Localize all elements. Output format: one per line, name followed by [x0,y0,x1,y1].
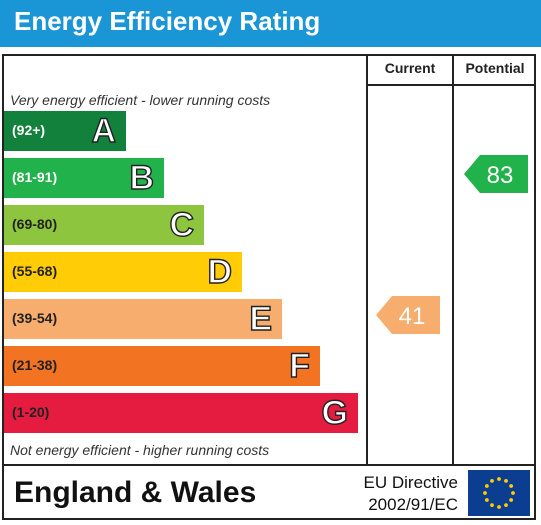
band-range-label: (69-80) [12,216,58,232]
eu-directive-text: EU Directive 2002/91/EC [346,472,458,516]
band-range-label: (39-54) [12,310,58,326]
band-a: (92+) A [4,111,126,151]
top-note: Very energy efficient - lower running co… [10,92,271,108]
current-rating-arrow-value: 41 [399,303,426,330]
eu-star-icon [483,491,487,495]
potential-column-header: Potential [465,60,525,76]
band-letter: E [249,299,273,338]
chart-title: Energy Efficiency Rating [14,6,321,36]
band-letter: G [321,393,349,432]
band-range-label: (21-38) [12,357,58,373]
eu-star-icon [509,484,514,488]
band-f: (21-38) F [4,346,320,386]
band-g: (1-20) G [4,393,358,433]
title-bar: Energy Efficiency Rating [0,0,541,47]
potential-rating-arrow-value: 83 [487,162,514,189]
eu-star-icon [509,498,514,502]
band-letter: C [169,205,195,244]
band-b: (81-91) B [4,158,164,198]
eu-directive-line2: 2002/91/EC [368,495,458,514]
eu-star-icon [497,505,501,509]
chart-frame [2,54,536,520]
band-letter: A [91,111,117,150]
potential-rating-arrow-shape [464,155,528,193]
eu-star-icon [511,491,515,495]
band-d: (55-68) D [4,252,242,292]
eu-star-icon [497,477,501,481]
current-rating-arrow: 41 [376,296,440,334]
band-range-label: (92+) [12,122,46,138]
footer-country: England & Wales [14,476,257,509]
potential-column-divider [452,54,454,466]
eu-star-icon [484,498,489,502]
band-range-label: (81-91) [12,169,58,185]
eu-star-icon [490,503,494,508]
eu-directive-line1: EU Directive [363,473,458,492]
band-c: (69-80) C [4,205,204,245]
bottom-note: Not energy efficient - higher running co… [10,442,270,458]
header-divider [366,84,536,86]
band-letter: B [129,158,155,197]
eu-star-icon [504,478,508,483]
current-column-divider [366,54,368,466]
eu-star-icon [490,478,494,483]
band-range-label: (55-68) [12,263,58,279]
eu-star-icon [484,484,489,488]
band-e: (39-54) E [4,299,282,339]
band-range-label: (1-20) [12,404,50,420]
current-column-header: Current [384,60,436,76]
potential-rating-arrow: 83 [464,155,528,193]
current-rating-arrow-shape [376,296,440,334]
footer-divider [2,464,536,466]
eu-star-icon [504,503,508,508]
band-letter: D [207,252,233,291]
eu-flag-icon [468,470,530,516]
band-letter: F [289,346,311,385]
